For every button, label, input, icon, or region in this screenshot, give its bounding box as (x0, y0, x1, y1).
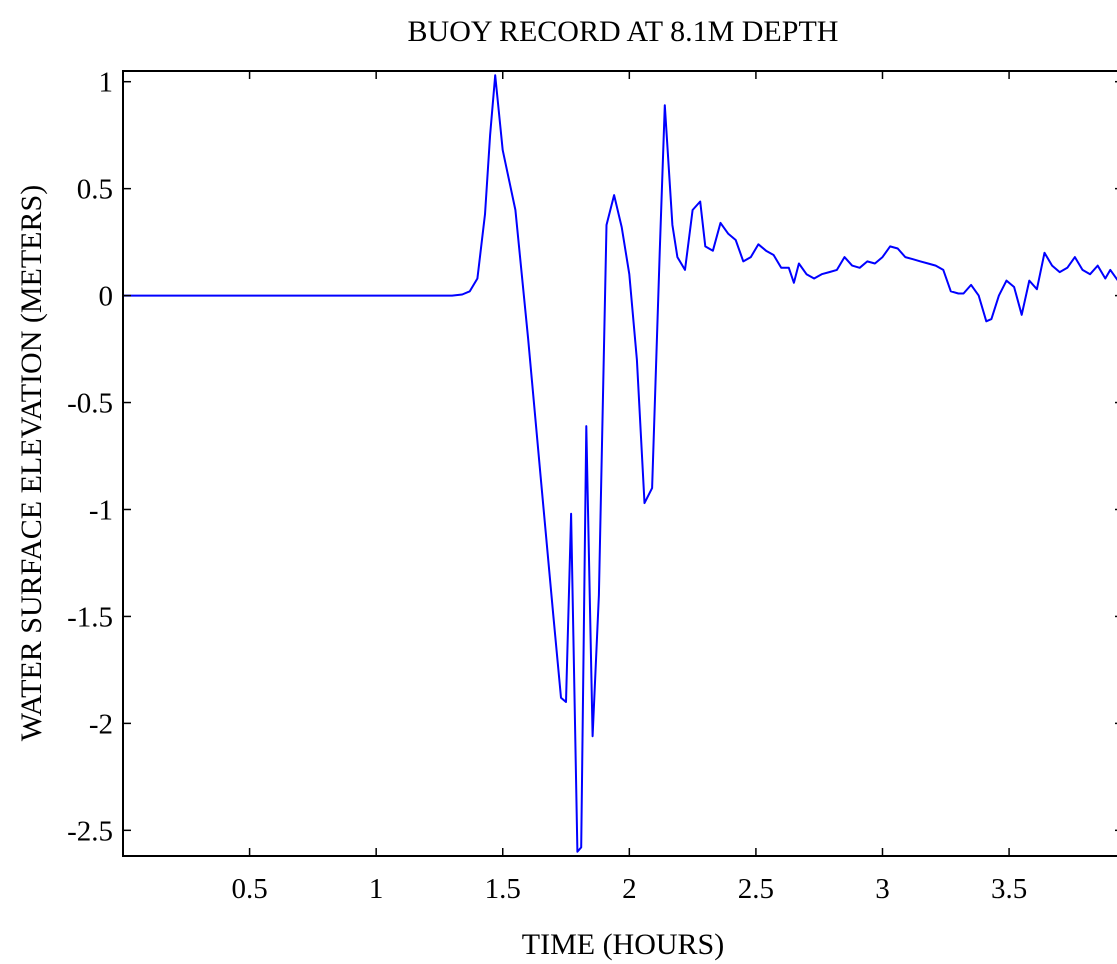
chart-title: BUOY RECORD AT 8.1M DEPTH (408, 15, 839, 48)
x-tick-label: 3 (875, 873, 890, 905)
y-axis-label: WATER SURFACE ELEVATION (METERS) (15, 185, 48, 741)
y-tick-label: 0 (99, 281, 114, 313)
x-tick-label: 2.5 (738, 873, 774, 905)
x-tick-label: 2 (622, 873, 637, 905)
x-tick-label: 0.5 (231, 873, 267, 905)
y-tick-label: -1 (89, 494, 113, 526)
y-tick-label: 0.5 (77, 174, 113, 206)
x-tick-label: 1.5 (485, 873, 521, 905)
y-tick-label: -0.5 (67, 388, 113, 420)
y-tick-label: -1.5 (67, 601, 113, 633)
y-tick-label: -2.5 (67, 815, 113, 847)
y-tick-label: 1 (99, 67, 114, 99)
x-tick-label: 1 (369, 873, 384, 905)
plot-area (123, 74, 1117, 853)
axes-frame (122, 70, 1117, 857)
y-tick-label: -2 (89, 708, 113, 740)
x-tick-label: 3.5 (991, 873, 1027, 905)
series-line (123, 74, 1117, 853)
axis-ticks: 0.5 1 1.5 2 2.5 3 3.5 1 0.5 0 -0.5 -1 -1.5 -2 -2.5 (67, 67, 1117, 905)
x-axis-label: TIME (HOURS) (522, 928, 725, 961)
